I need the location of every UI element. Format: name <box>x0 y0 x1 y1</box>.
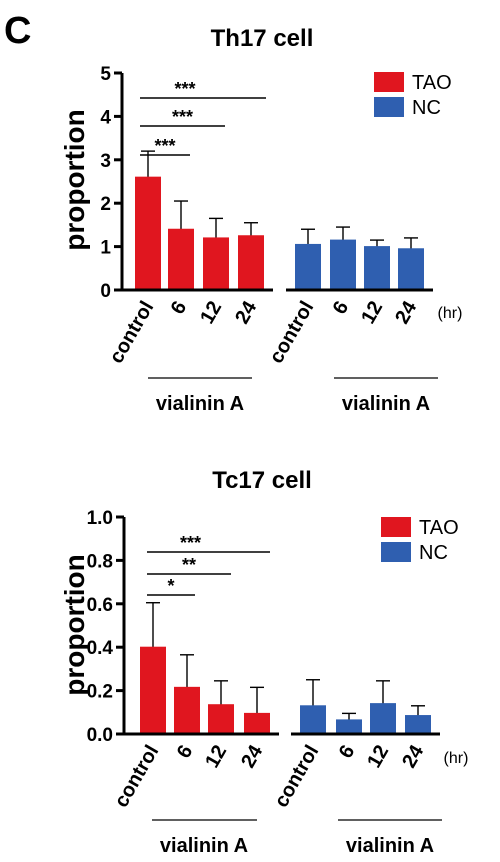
legend-label-nc: NC <box>419 542 448 564</box>
legend-label-tao: TAO <box>419 517 459 539</box>
x-tick-label: 6 <box>167 298 192 319</box>
y-axis-label: proportion <box>59 109 90 251</box>
legend-label-nc: NC <box>412 97 441 119</box>
y-tick-label: 4 <box>100 107 111 128</box>
bar-tao-12 <box>208 704 234 735</box>
legend-swatch-nc <box>381 542 411 562</box>
chart-title: Tc17 cell <box>212 467 312 494</box>
y-axis-label: proportion <box>59 554 90 696</box>
group-label: vialinin A <box>346 835 434 857</box>
bar-tao-6 <box>174 686 200 735</box>
bar-tao-24 <box>244 712 270 735</box>
y-tick-label: 0.2 <box>87 682 113 703</box>
significance-label: *** <box>180 533 201 553</box>
group-label: vialinin A <box>156 393 244 415</box>
x-tick-label: 6 <box>329 298 354 319</box>
y-tick-label: 0.0 <box>87 725 113 746</box>
x-tick-label: 12 <box>201 742 231 772</box>
y-tick-label: 5 <box>100 64 111 85</box>
x-tick-label: 24 <box>391 297 422 328</box>
x-unit-label: (hr) <box>438 305 463 322</box>
y-tick-label: 1 <box>100 238 111 259</box>
x-tick-label: 6 <box>173 742 198 763</box>
bar-nc-12 <box>364 246 390 291</box>
bar-nc-6 <box>336 719 362 735</box>
bar-nc-12 <box>370 703 396 735</box>
bar-tao-24 <box>238 235 264 291</box>
x-tick-label: 12 <box>196 298 226 328</box>
significance-label: *** <box>174 79 195 99</box>
bar-nc-6 <box>330 239 356 291</box>
x-tick-label: 24 <box>398 741 429 772</box>
y-tick-label: 3 <box>100 151 111 172</box>
legend-swatch-tao <box>381 517 411 537</box>
bar-nc-24 <box>405 715 431 735</box>
bar-nc-control <box>295 243 321 291</box>
x-tick-label: control <box>110 742 163 812</box>
y-tick-label: 1.0 <box>87 508 113 529</box>
significance-label: ** <box>182 555 196 575</box>
legend-label-tao: TAO <box>412 72 452 94</box>
significance-label: * <box>167 576 174 596</box>
legend-swatch-nc <box>374 97 404 117</box>
x-tick-label: 12 <box>363 742 393 772</box>
bar-nc-control <box>300 705 326 735</box>
group-label: vialinin A <box>342 393 430 415</box>
y-tick-label: 0.6 <box>87 595 113 616</box>
x-tick-label: 12 <box>357 298 387 328</box>
significance-label: *** <box>154 136 175 156</box>
x-tick-label: control <box>270 742 323 812</box>
significance-label: *** <box>172 107 193 127</box>
group-label: vialinin A <box>160 835 248 857</box>
bar-nc-24 <box>398 248 424 291</box>
x-tick-label: 24 <box>231 297 262 328</box>
x-tick-label: control <box>265 298 318 368</box>
bar-tao-12 <box>203 237 229 291</box>
x-tick-label: 24 <box>237 741 268 772</box>
x-tick-label: control <box>105 298 158 368</box>
x-tick-label: 6 <box>335 742 360 763</box>
panel-label: C <box>4 10 32 52</box>
bar-tao-control <box>140 646 166 735</box>
chart-title: Th17 cell <box>211 25 314 52</box>
bar-tao-6 <box>168 228 194 291</box>
y-tick-label: 0.4 <box>87 638 114 659</box>
y-tick-label: 2 <box>100 194 111 215</box>
y-tick-label: 0.8 <box>87 551 113 572</box>
y-tick-label: 0 <box>100 281 111 302</box>
legend-swatch-tao <box>374 72 404 92</box>
bar-tao-control <box>135 176 161 291</box>
x-unit-label: (hr) <box>444 750 469 767</box>
